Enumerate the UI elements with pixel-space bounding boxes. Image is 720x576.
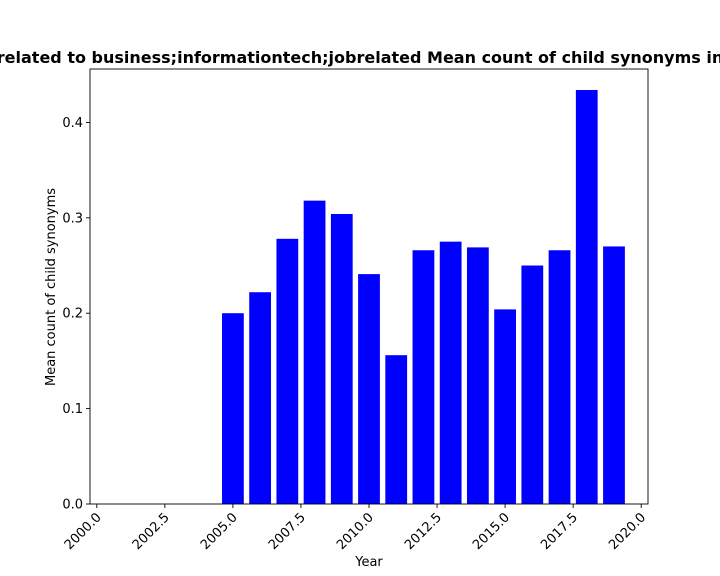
- bar-2016: [521, 265, 544, 504]
- bar-2015: [494, 309, 516, 504]
- bar-2008: [303, 200, 326, 505]
- bar-2013: [439, 241, 462, 504]
- chart-title: related to business;informationtech;jobr…: [0, 48, 720, 67]
- bar-2011: [385, 355, 408, 504]
- bar-2007: [276, 238, 299, 505]
- y-axis-ticks: 0.0 0.1 0.2 0.3 0.4: [62, 116, 90, 513]
- y-axis-label: Mean count of child synonyms: [44, 188, 59, 386]
- bar-2019: [603, 246, 625, 504]
- y-tick-label: 0.3: [62, 211, 83, 226]
- bar-2017: [548, 250, 571, 504]
- bar-2014: [466, 247, 489, 504]
- bar-2005: [222, 313, 244, 504]
- x-axis-label: Year: [354, 555, 383, 570]
- y-tick-label: 0.4: [62, 116, 83, 131]
- bar-2010: [358, 274, 380, 504]
- y-tick-label: 0.1: [62, 402, 83, 417]
- bar-2012: [412, 250, 435, 504]
- bars-group: [222, 89, 625, 505]
- bar-2006: [249, 292, 272, 504]
- y-tick-label: 0.0: [62, 498, 83, 513]
- bar-2018: [575, 89, 598, 504]
- bar-2009: [330, 214, 353, 504]
- y-tick-label: 0.2: [62, 307, 83, 322]
